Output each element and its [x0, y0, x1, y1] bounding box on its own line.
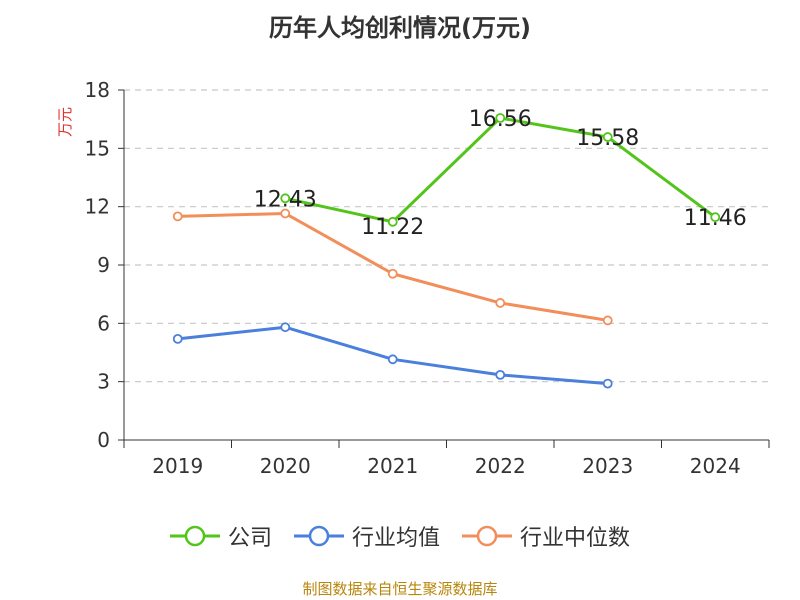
series-point: [602, 315, 613, 326]
y-axis-title: 万元: [56, 107, 74, 137]
series-point: [387, 268, 398, 279]
series-point: [280, 208, 291, 219]
legend-swatch-industry-median: [462, 525, 512, 547]
series-point: [602, 378, 613, 389]
y-tick-label: 15: [85, 136, 110, 160]
data-label: 15.58: [576, 126, 639, 151]
series-point: [387, 354, 398, 365]
legend-label-industry-median: 行业中位数: [520, 526, 631, 551]
data-label: 16.56: [469, 107, 532, 132]
legend-item-industry-median[interactable]: 行业中位数: [462, 520, 630, 552]
series-point: [495, 113, 506, 123]
x-tick-label: 2019: [152, 454, 203, 478]
series-point: [280, 322, 291, 333]
y-tick-label: 0: [97, 428, 110, 452]
legend-item-industry-mean[interactable]: 行业均值: [293, 520, 440, 552]
y-tick-label: 3: [97, 370, 110, 394]
series-point: [495, 369, 506, 380]
legend-swatch-company: [169, 525, 220, 547]
series-point: [602, 132, 613, 142]
legend-swatch-industry-mean: [293, 525, 344, 547]
legend-item-company[interactable]: 公司: [169, 520, 272, 552]
x-tick-label: 2022: [475, 454, 526, 478]
legend-label-industry-mean: 行业均值: [351, 526, 440, 551]
series-point: [172, 211, 183, 222]
y-tick-label: 12: [85, 195, 110, 219]
series-point: [172, 333, 183, 344]
y-tick-label: 18: [85, 78, 110, 102]
x-tick-label: 2023: [582, 454, 633, 478]
y-tick-label: 6: [97, 311, 110, 335]
x-tick-label: 2021: [367, 454, 418, 478]
source-note: 制图数据来自恒生聚源数据库: [302, 580, 498, 598]
x-tick-label: 2024: [690, 454, 741, 478]
series-point: [387, 216, 398, 227]
data-label: 12.43: [254, 187, 317, 212]
data-label: 11.22: [361, 215, 424, 240]
data-label: 11.46: [684, 206, 747, 231]
legend-label-company: 公司: [227, 526, 272, 551]
series-point: [710, 212, 721, 223]
legend: 公司 行业均值 行业中位数: [0, 520, 800, 552]
chart-title: 历年人均创利情况(万元): [269, 14, 531, 42]
y-tick-label: 9: [97, 253, 110, 277]
x-tick-label: 2020: [260, 454, 311, 478]
series-point: [280, 193, 291, 204]
series-point: [495, 298, 506, 308]
